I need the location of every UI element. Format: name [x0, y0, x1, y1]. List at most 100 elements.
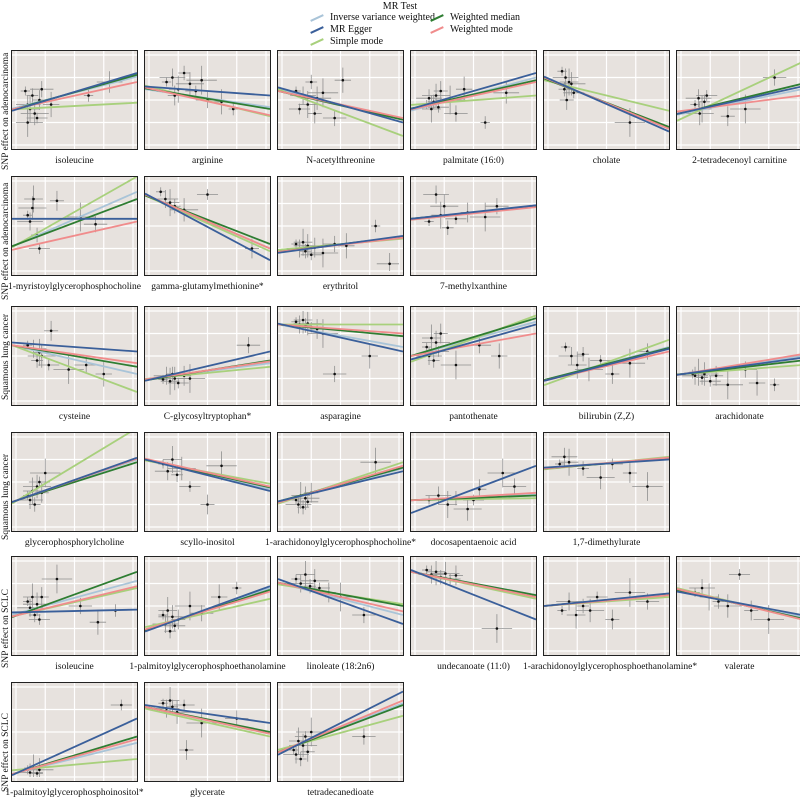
- data-point: [466, 507, 469, 511]
- data-point: [171, 458, 174, 461]
- data-point: [321, 91, 325, 95]
- scatter-plot: [145, 683, 270, 781]
- data-point: [298, 107, 301, 111]
- plot-area: [144, 682, 271, 782]
- data-point: [55, 577, 59, 581]
- panel-title: isoleucine: [55, 156, 94, 166]
- regression-line-egger: [411, 72, 536, 110]
- plot-area: [11, 176, 138, 276]
- scatter-plot: [411, 177, 536, 275]
- data-point: [773, 76, 776, 79]
- data-point: [567, 80, 571, 84]
- data-point: [563, 455, 566, 459]
- data-point: [362, 735, 366, 738]
- data-point: [341, 78, 345, 82]
- data-point: [773, 383, 776, 387]
- panel-title: 1-palmitoylglycerophosphoethanolamine: [129, 662, 286, 672]
- regression-line-egger: [544, 75, 669, 133]
- data-point: [38, 247, 41, 250]
- data-point: [43, 471, 47, 475]
- data-point: [437, 494, 440, 497]
- plot-area: [144, 306, 271, 406]
- regression-line-wmode: [411, 570, 536, 598]
- regression-line-simple: [145, 707, 270, 738]
- data-point: [560, 609, 564, 612]
- regression-line-egger: [145, 704, 270, 724]
- plot-area: [543, 432, 670, 532]
- plot-area: [277, 176, 404, 276]
- scatter-plot: [278, 557, 403, 655]
- data-point: [697, 96, 700, 100]
- regression-line-egger: [278, 690, 403, 756]
- data-point: [306, 103, 310, 106]
- data-point: [504, 91, 508, 95]
- data-point: [749, 609, 753, 612]
- scatter-plot: [12, 557, 137, 655]
- regression-line-egger: [12, 608, 137, 614]
- scatter-plot: [278, 307, 403, 405]
- data-point: [35, 602, 39, 606]
- data-point: [188, 604, 192, 608]
- data-point: [185, 748, 188, 752]
- regression-line-egger: [411, 204, 536, 220]
- data-point: [206, 503, 209, 506]
- data-point: [67, 368, 70, 371]
- data-point: [439, 89, 443, 93]
- data-point: [313, 579, 317, 583]
- panel-title: 7-methylxanthine: [439, 282, 507, 292]
- data-point: [442, 204, 446, 208]
- data-point: [444, 572, 447, 575]
- regression-line-egger: [12, 456, 137, 503]
- scatter-plot: [12, 433, 137, 531]
- plot-area: [277, 682, 404, 782]
- data-point: [388, 262, 391, 266]
- data-point: [446, 226, 450, 230]
- data-point: [567, 600, 571, 603]
- data-point: [294, 242, 298, 246]
- plot-area: [277, 50, 404, 150]
- plot-area: [11, 556, 138, 656]
- data-point: [462, 87, 466, 91]
- data-point: [599, 359, 602, 362]
- scatter-plot: [145, 51, 270, 149]
- regression-line-wmode: [145, 86, 270, 117]
- data-point: [35, 772, 39, 775]
- regression-line-wmode: [145, 193, 270, 250]
- data-point: [26, 121, 29, 124]
- regression-line-egger: [677, 357, 800, 376]
- data-point: [49, 103, 53, 106]
- panel-title: gamma-glutamylmethionine*: [151, 282, 264, 292]
- plot-area: [543, 556, 670, 656]
- data-point: [425, 568, 428, 572]
- data-point: [294, 577, 298, 581]
- panel-title: 1-myristoylglycerophosphocholine: [8, 282, 141, 292]
- regression-line-egger: [677, 86, 800, 115]
- data-point: [120, 703, 123, 707]
- scatter-plot: [411, 433, 536, 531]
- data-point: [432, 359, 436, 362]
- plot-area: [676, 306, 800, 406]
- data-point: [308, 584, 312, 588]
- data-point: [744, 107, 747, 111]
- row-label-squamous-2: Squamous lung cancer: [1, 453, 11, 540]
- data-point: [188, 82, 192, 86]
- plot-area: [410, 556, 537, 656]
- legend: MR Test Inverse variance weighted MR Egg…: [300, 0, 520, 50]
- scatter-plot: [145, 557, 270, 655]
- scatter-plot: [544, 51, 669, 149]
- regression-line-egger: [544, 347, 669, 382]
- legend-label-ivw: Inverse variance weighted: [330, 12, 435, 23]
- data-point: [427, 96, 431, 100]
- data-point: [304, 249, 307, 253]
- data-point: [646, 485, 649, 488]
- panel-title: N-acetylthreonine: [306, 156, 375, 166]
- data-point: [165, 80, 168, 84]
- data-point: [434, 94, 438, 97]
- data-point: [26, 600, 29, 603]
- plot-area: [676, 50, 800, 150]
- legend-swatch-ivw: [308, 13, 326, 22]
- data-point: [304, 573, 307, 576]
- data-point: [168, 629, 172, 633]
- data-point: [301, 240, 305, 244]
- data-point: [87, 94, 90, 97]
